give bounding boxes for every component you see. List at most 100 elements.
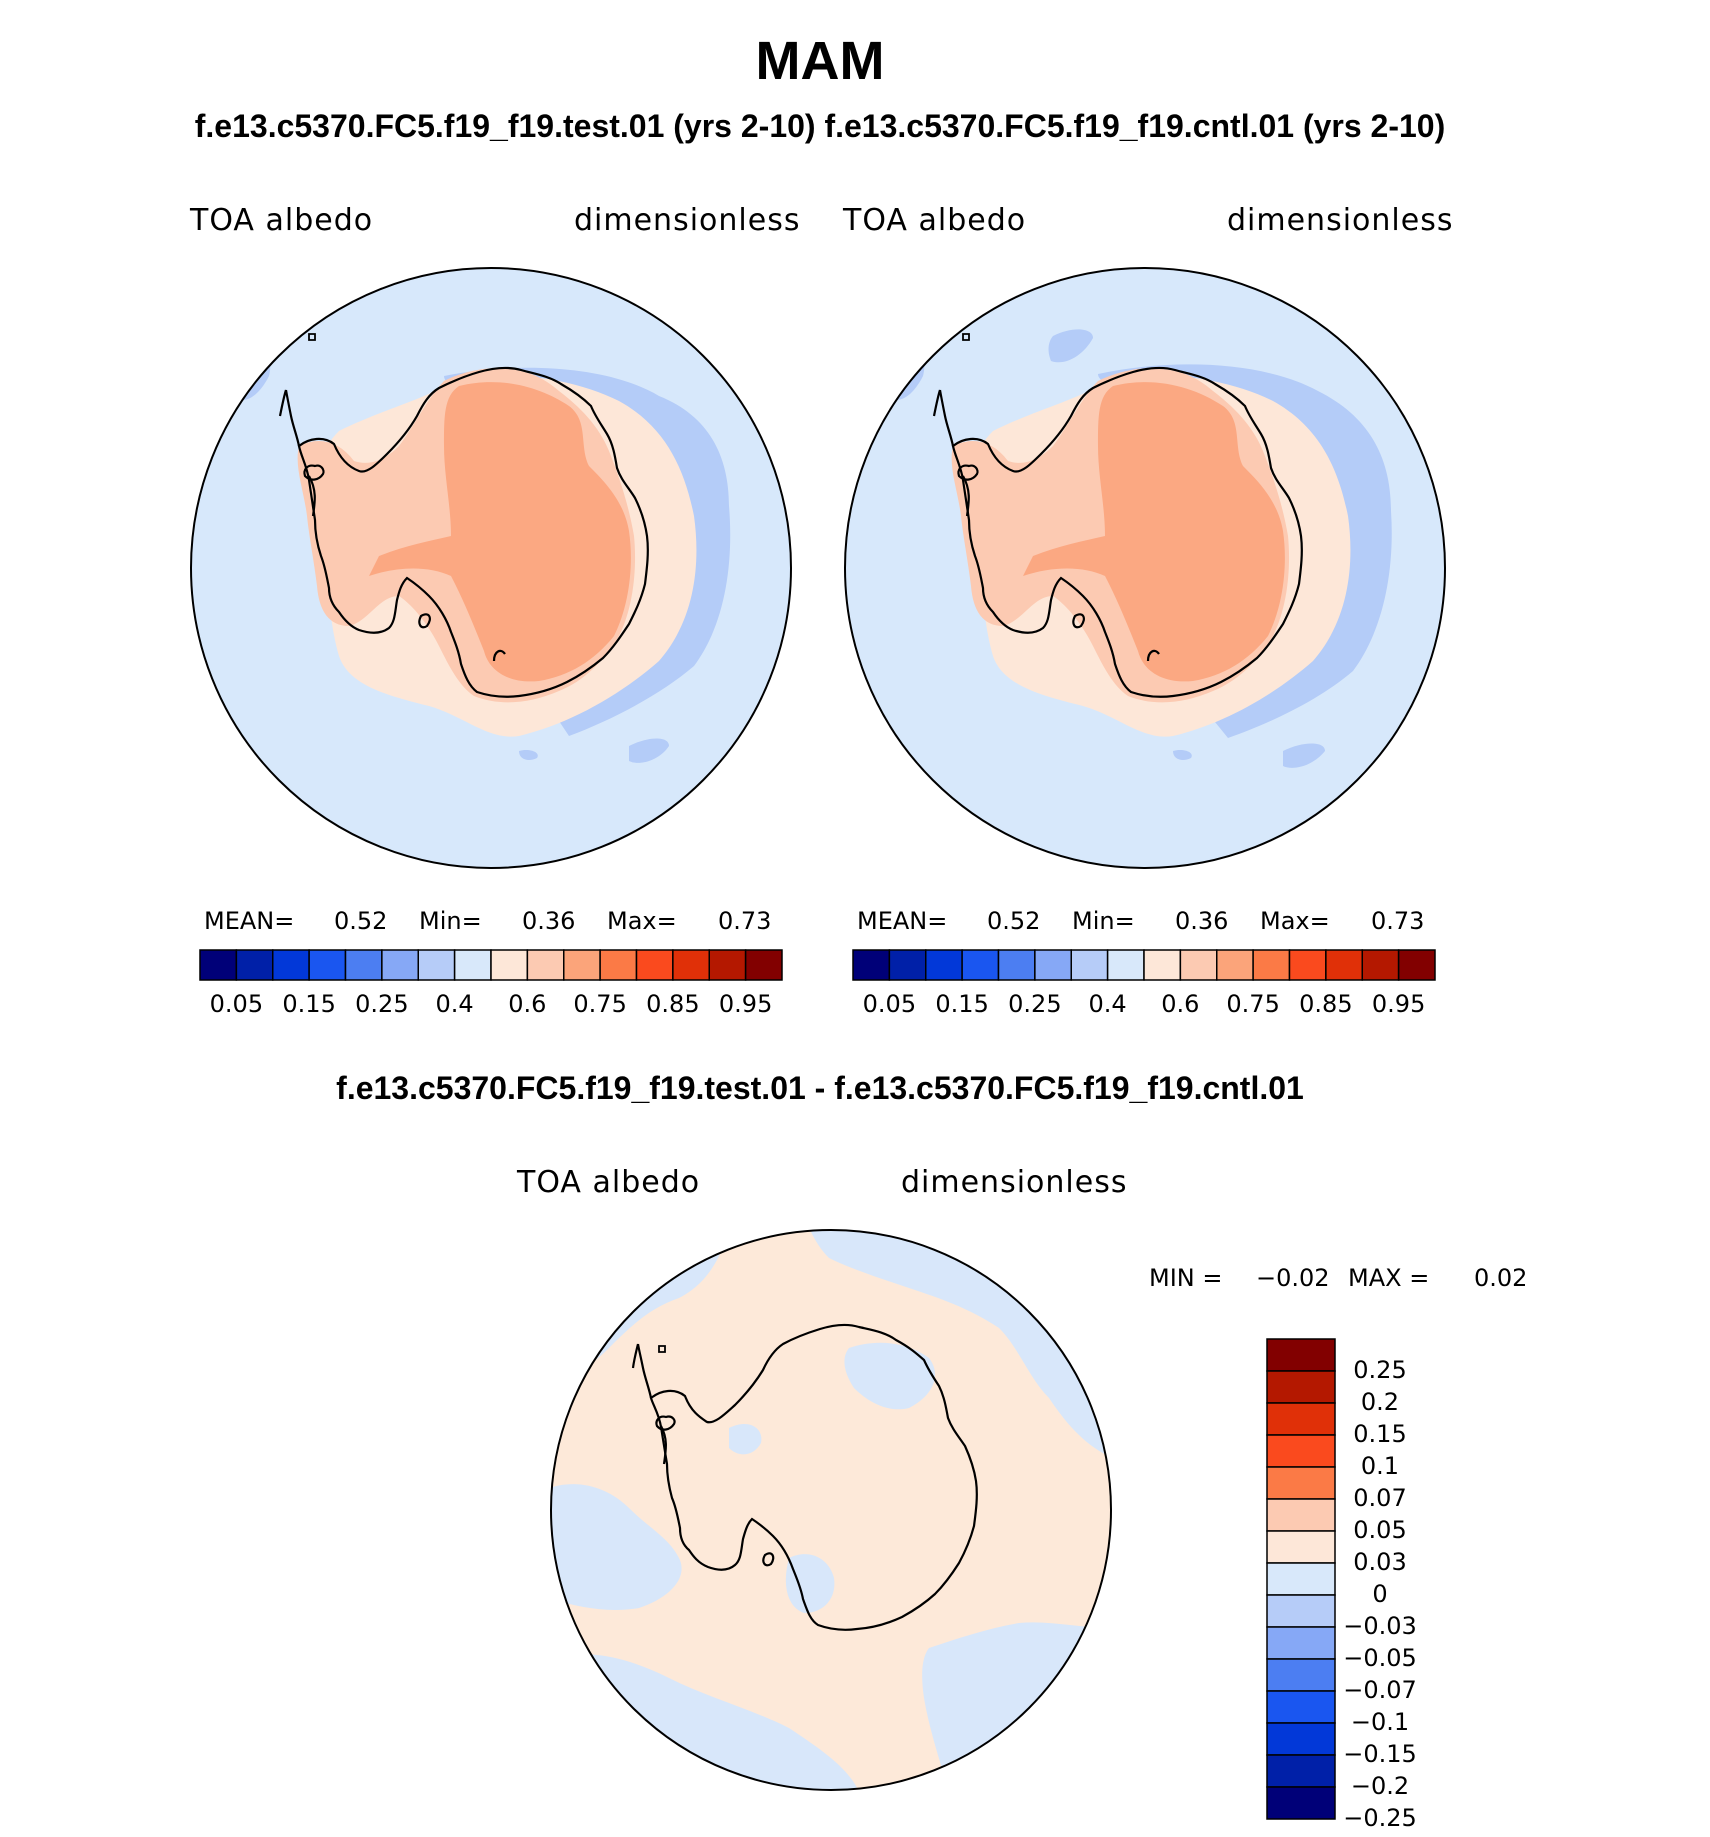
test-colorbar-box bbox=[344, 949, 383, 981]
coastline bbox=[660, 1425, 775, 1567]
map-boundary bbox=[844, 267, 1446, 869]
test-colorbar-tick-label: 0.95 bbox=[718, 990, 773, 1018]
coastline bbox=[297, 366, 649, 698]
test-colorbar-box bbox=[490, 949, 529, 981]
test-colorbar-box bbox=[672, 949, 710, 981]
cntl-colorbar-tick-label: 0.4 bbox=[1088, 990, 1127, 1018]
test-colorbar-box bbox=[708, 949, 747, 981]
diff-colorbar-tick-label: −0.1 bbox=[1350, 1708, 1410, 1736]
coastline bbox=[932, 389, 979, 481]
cntl-colorbar-tick-label: 0.6 bbox=[1161, 990, 1200, 1018]
panel-diff-units: dimensionless bbox=[901, 1165, 1128, 1200]
subtitle-cases: f.e13.c5370.FC5.f19_f19.test.01 (yrs 2-1… bbox=[194, 108, 1446, 144]
island-outline bbox=[658, 1345, 666, 1353]
panel-diff-variable: TOA albedo bbox=[517, 1165, 701, 1200]
map-boundary bbox=[550, 1229, 1112, 1791]
negative-region bbox=[551, 1484, 682, 1610]
panel-test-variable: TOA albedo bbox=[190, 203, 374, 238]
panel-test-mean-value: 0.52 bbox=[334, 907, 388, 935]
panel-cntl-units: dimensionless bbox=[1227, 203, 1454, 238]
ice-sheet-region bbox=[369, 382, 631, 682]
island-outline bbox=[962, 333, 970, 341]
test-colorbar-tick-label: 0.25 bbox=[355, 990, 409, 1018]
coastline bbox=[962, 475, 1160, 662]
negative-region bbox=[922, 1622, 1111, 1790]
diff-colorbar-box bbox=[1266, 1594, 1336, 1628]
test-colorbar-box bbox=[599, 949, 638, 981]
diff-colorbar-box bbox=[1266, 1690, 1336, 1724]
panel-test-units: dimensionless bbox=[574, 203, 801, 238]
diff-colorbar-box bbox=[1266, 1530, 1336, 1564]
panel-cntl-max-value: 0.73 bbox=[1371, 907, 1425, 935]
diff-colorbar-tick-label: −0.07 bbox=[1343, 1676, 1417, 1704]
test-colorbar-box bbox=[635, 949, 674, 981]
sea-ice-region bbox=[1173, 749, 1192, 760]
cntl-colorbar-box bbox=[925, 949, 963, 981]
test-colorbar-box bbox=[744, 949, 783, 981]
diff-colorbar-tick-label: −0.05 bbox=[1343, 1644, 1417, 1672]
diff-colorbar-tick-label: 0.05 bbox=[1353, 1516, 1407, 1544]
diff-colorbar-box bbox=[1266, 1466, 1336, 1500]
diff-colorbar-tick-label: 0 bbox=[1372, 1580, 1388, 1608]
test-colorbar-box bbox=[453, 949, 492, 981]
panel-diff-max-label: MAX = bbox=[1348, 1264, 1430, 1292]
ice-sheet-region bbox=[1023, 382, 1285, 682]
diff-colorbar-tick-label: 0.1 bbox=[1360, 1452, 1400, 1480]
coastline bbox=[631, 1343, 676, 1431]
diff-colorbar-box bbox=[1266, 1434, 1336, 1468]
panel-diff-min-label: MIN = bbox=[1149, 1264, 1223, 1292]
map-test bbox=[190, 267, 792, 869]
test-colorbar-tick-label: 0.4 bbox=[435, 990, 474, 1018]
diff-colorbar-tick-label: −0.25 bbox=[1343, 1804, 1417, 1832]
panel-cntl-max-label: Max= bbox=[1260, 907, 1330, 935]
cntl-colorbar-box bbox=[1070, 949, 1109, 981]
panel-diff-max-value: 0.02 bbox=[1474, 1264, 1528, 1292]
test-colorbar-box bbox=[272, 949, 310, 981]
cntl-colorbar-tick-label: 0.85 bbox=[1299, 990, 1353, 1018]
panel-test-min-label: Min= bbox=[419, 907, 482, 935]
panel-test-mean-label: MEAN= bbox=[204, 907, 295, 935]
cntl-colorbar-box bbox=[1143, 949, 1182, 981]
cntl-colorbar-box bbox=[1325, 949, 1363, 981]
panel-diff-min-value: −0.02 bbox=[1256, 1264, 1330, 1292]
test-colorbar-tick-label: 0.6 bbox=[508, 990, 547, 1018]
map-difference bbox=[550, 1229, 1112, 1791]
diff-colorbar-box bbox=[1266, 1722, 1336, 1756]
cntl-colorbar-box bbox=[1106, 949, 1145, 981]
diff-colorbar-tick-label: 0.15 bbox=[1353, 1420, 1407, 1448]
coastline bbox=[308, 475, 506, 662]
colorbar-difference bbox=[1266, 1338, 1336, 1820]
test-colorbar-box bbox=[563, 949, 601, 981]
colorbar-test bbox=[199, 949, 783, 981]
panel-test-min-value: 0.36 bbox=[522, 907, 576, 935]
subtitle-difference: f.e13.c5370.FC5.f19_f19.test.01 - f.e13.… bbox=[336, 1070, 1304, 1106]
diff-colorbar-box bbox=[1266, 1562, 1336, 1596]
diff-colorbar-box bbox=[1266, 1626, 1336, 1660]
panel-cntl-min-value: 0.36 bbox=[1175, 907, 1229, 935]
negative-region bbox=[729, 1423, 762, 1455]
cntl-colorbar-box bbox=[1361, 949, 1400, 981]
cntl-colorbar-box bbox=[1034, 949, 1072, 981]
diff-colorbar-box bbox=[1266, 1370, 1336, 1404]
diff-colorbar-tick-label: 0.2 bbox=[1360, 1388, 1400, 1416]
cntl-colorbar-box bbox=[852, 949, 891, 981]
diff-colorbar-tick-label: −0.03 bbox=[1343, 1612, 1417, 1640]
test-colorbar-tick-label: 0.05 bbox=[209, 990, 264, 1018]
cntl-colorbar-tick-label: 0.15 bbox=[935, 990, 989, 1018]
test-colorbar-box bbox=[199, 949, 238, 981]
cntl-colorbar-box bbox=[961, 949, 1000, 981]
cntl-colorbar-box bbox=[1216, 949, 1254, 981]
test-colorbar-tick-label: 0.85 bbox=[646, 990, 700, 1018]
cntl-colorbar-box bbox=[1288, 949, 1327, 981]
cntl-colorbar-tick-label: 0.25 bbox=[1008, 990, 1062, 1018]
panel-cntl-min-label: Min= bbox=[1072, 907, 1135, 935]
diff-colorbar-box bbox=[1266, 1786, 1336, 1820]
cntl-colorbar-tick-label: 0.75 bbox=[1226, 990, 1280, 1018]
coastline bbox=[951, 366, 1303, 698]
map-cntl bbox=[844, 267, 1446, 869]
main-title: MAM bbox=[755, 31, 885, 91]
map-boundary bbox=[190, 267, 792, 869]
cntl-colorbar-box bbox=[888, 949, 927, 981]
cntl-colorbar-tick-label: 0.05 bbox=[862, 990, 917, 1018]
sea-ice-region bbox=[1048, 329, 1093, 363]
